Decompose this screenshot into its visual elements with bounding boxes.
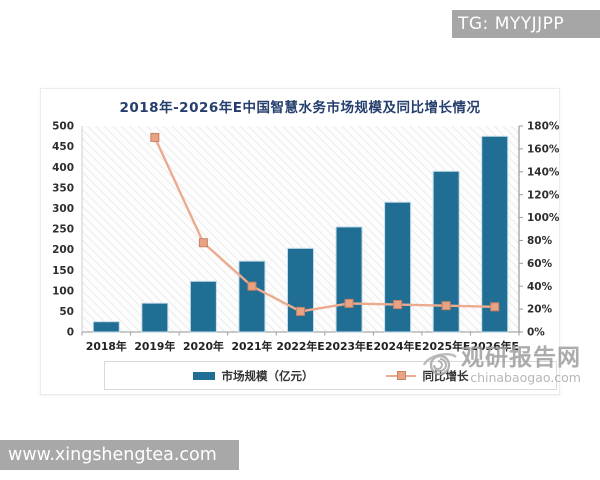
x-axis-label: 2023年E bbox=[325, 339, 373, 353]
bar-2026年E bbox=[481, 135, 509, 333]
right-axis-tick-label: 60% bbox=[527, 258, 553, 270]
line-legend-swatch-icon bbox=[385, 371, 416, 380]
bar-2018年 bbox=[92, 321, 120, 333]
left-axis-tick-label: 0 bbox=[67, 327, 74, 339]
left-axis-tick-label: 200 bbox=[52, 244, 74, 256]
right-axis-tick-label: 80% bbox=[527, 235, 553, 247]
bar-2023年E bbox=[335, 226, 363, 333]
left-axis-tick-label: 450 bbox=[52, 141, 74, 153]
x-axis-label: 2020年 bbox=[183, 339, 224, 353]
x-axis-label: 2019年 bbox=[134, 339, 175, 353]
left-axis-tick-label: 250 bbox=[52, 224, 74, 236]
left-axis-tick-label: 100 bbox=[52, 285, 74, 297]
bar-legend-swatch-icon bbox=[192, 371, 215, 380]
line-marker bbox=[441, 301, 451, 311]
line-marker bbox=[247, 281, 257, 291]
left-axis-tick-label: 350 bbox=[52, 182, 74, 194]
bar-2019年 bbox=[141, 302, 169, 333]
line-marker bbox=[490, 302, 500, 312]
chart-title: 2018年-2026年E中国智慧水务市场规模及同比增长情况 bbox=[119, 100, 481, 116]
growth-line bbox=[153, 136, 495, 313]
left-axis-tick-label: 50 bbox=[59, 306, 74, 318]
line-marker bbox=[296, 306, 305, 316]
x-axis-label: 2025年E bbox=[422, 339, 470, 353]
left-axis-tick-label: 500 bbox=[52, 121, 74, 133]
x-axis-label: 2022年E bbox=[276, 339, 324, 353]
left-axis-tick-label: 150 bbox=[52, 265, 74, 277]
watermark: 观研报告网 chinabaogao.com bbox=[422, 345, 581, 385]
line-marker bbox=[198, 238, 208, 248]
bar-2024年E bbox=[384, 201, 412, 333]
right-axis-tick-label: 20% bbox=[527, 304, 553, 316]
x-axis-label: 2026年E bbox=[471, 339, 519, 353]
line-marker bbox=[150, 132, 160, 142]
bar-2020年 bbox=[189, 280, 217, 333]
right-axis-tick-label: 140% bbox=[527, 166, 559, 178]
line-marker bbox=[344, 298, 354, 308]
right-axis-tick-label: 120% bbox=[527, 189, 559, 201]
x-axis-label: 2021年 bbox=[232, 339, 273, 353]
left-axis-tick-label: 300 bbox=[52, 203, 74, 215]
right-axis-tick-label: 100% bbox=[527, 212, 559, 224]
legend-label-market-size: 市场规模（亿元） bbox=[221, 368, 314, 383]
chart-card: 2018年-2026年E中国智慧水务市场规模及同比增长情况 500 450 400 3… bbox=[40, 88, 560, 395]
bar-2022年E bbox=[287, 247, 314, 333]
right-axis-tick-label: 0% bbox=[527, 327, 545, 339]
combo-chart-canvas: 500450400350300250200150100500180%160%14… bbox=[52, 121, 559, 353]
x-axis-label: 2024年E bbox=[373, 339, 421, 353]
chart-legend: 市场规模（亿元） 同比增长 bbox=[104, 361, 557, 390]
bar-2021年 bbox=[238, 260, 266, 333]
right-axis-tick-label: 180% bbox=[527, 121, 559, 133]
left-axis-tick-label: 400 bbox=[52, 162, 74, 174]
right-axis-tick-label: 40% bbox=[527, 281, 553, 293]
site-url-bar: www.xingshengtea.com bbox=[0, 440, 239, 470]
x-axis-label: 2018年 bbox=[86, 339, 127, 353]
legend-item-market-size: 市场规模（亿元） bbox=[192, 368, 314, 384]
tg-badge: TG: MYYJJPP bbox=[452, 10, 600, 38]
eye-logo-icon bbox=[422, 353, 457, 376]
watermark-domain: chinabaogao.com bbox=[470, 370, 581, 385]
right-axis-tick-label: 160% bbox=[527, 143, 559, 155]
watermark-brand: 观研报告网 bbox=[461, 345, 581, 371]
line-marker bbox=[393, 300, 403, 310]
